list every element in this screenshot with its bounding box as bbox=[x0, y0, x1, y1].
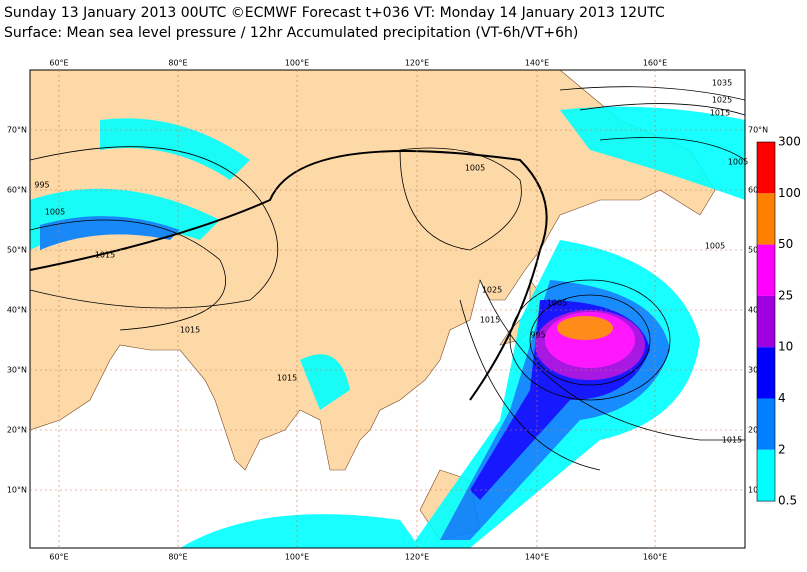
legend-frame bbox=[756, 141, 776, 502]
legend-label: 50 bbox=[778, 237, 793, 251]
latitude-label: 10°N bbox=[7, 486, 27, 495]
longitude-label: 60°E bbox=[49, 553, 68, 562]
latitude-label: 40°N bbox=[7, 306, 27, 315]
legend-swatch bbox=[757, 398, 775, 450]
legend-label: 300 bbox=[778, 135, 801, 149]
legend-label: 4 bbox=[778, 391, 786, 405]
longitude-label: 120°E bbox=[405, 59, 429, 68]
isobar-label: 1005 bbox=[705, 242, 725, 251]
isobar-label: 1005 bbox=[45, 208, 65, 217]
longitude-label: 120°E bbox=[405, 553, 429, 562]
latitude-label: 70°N bbox=[7, 126, 27, 135]
legend-label: 10 bbox=[778, 340, 793, 354]
isobar-label: 1015 bbox=[480, 316, 500, 325]
longitude-label: 160°E bbox=[643, 553, 667, 562]
longitude-label: 60°E bbox=[49, 59, 68, 68]
latitude-label: 30°N bbox=[7, 366, 27, 375]
longitude-label: 140°E bbox=[525, 59, 549, 68]
isobar-label: 1015 bbox=[710, 109, 730, 118]
isobar-label: 1005 bbox=[547, 299, 567, 308]
legend-swatch bbox=[757, 142, 775, 194]
map bbox=[30, 70, 745, 548]
longitude-label: 100°E bbox=[285, 553, 309, 562]
latitude-label: 70°N bbox=[748, 126, 768, 135]
longitude-label: 80°E bbox=[168, 59, 187, 68]
latitude-label: 20°N bbox=[7, 426, 27, 435]
isobar-label: 1035 bbox=[712, 79, 732, 88]
legend-label: 100 bbox=[778, 186, 801, 200]
legend-swatch bbox=[757, 193, 775, 245]
isobar-label: 1015 bbox=[180, 326, 200, 335]
legend-swatch bbox=[757, 295, 775, 348]
latitude-label: 60°N bbox=[7, 186, 27, 195]
isobar-label: 1005 bbox=[465, 164, 485, 173]
legend-label: 25 bbox=[778, 288, 793, 302]
longitude-label: 160°E bbox=[643, 59, 667, 68]
legend-swatch bbox=[757, 347, 775, 399]
legend-swatch bbox=[757, 244, 775, 296]
isobar-label: 1005 bbox=[728, 158, 748, 167]
isobar-label: 995 bbox=[530, 331, 545, 340]
longitude-label: 100°E bbox=[285, 59, 309, 68]
title-line: Sunday 13 January 2013 00UTC ©ECMWF Fore… bbox=[4, 5, 665, 21]
isobar-label: 1025 bbox=[482, 286, 502, 295]
isobar-label: 1015 bbox=[277, 374, 297, 383]
legend-label: 0.5 bbox=[778, 494, 797, 508]
longitude-label: 80°E bbox=[168, 553, 187, 562]
legend-label: 2 bbox=[778, 442, 786, 456]
subtitle-line: Surface: Mean sea level pressure / 12hr … bbox=[4, 25, 578, 41]
longitude-label: 140°E bbox=[525, 553, 549, 562]
isobar-label: 1025 bbox=[712, 96, 732, 105]
latitude-label: 50°N bbox=[7, 246, 27, 255]
legend-swatch bbox=[757, 449, 775, 502]
isobar-label: 995 bbox=[34, 181, 49, 190]
isobar-label: 1015 bbox=[722, 436, 742, 445]
map-frame bbox=[29, 69, 746, 549]
isobar-label: 1015 bbox=[95, 251, 115, 260]
